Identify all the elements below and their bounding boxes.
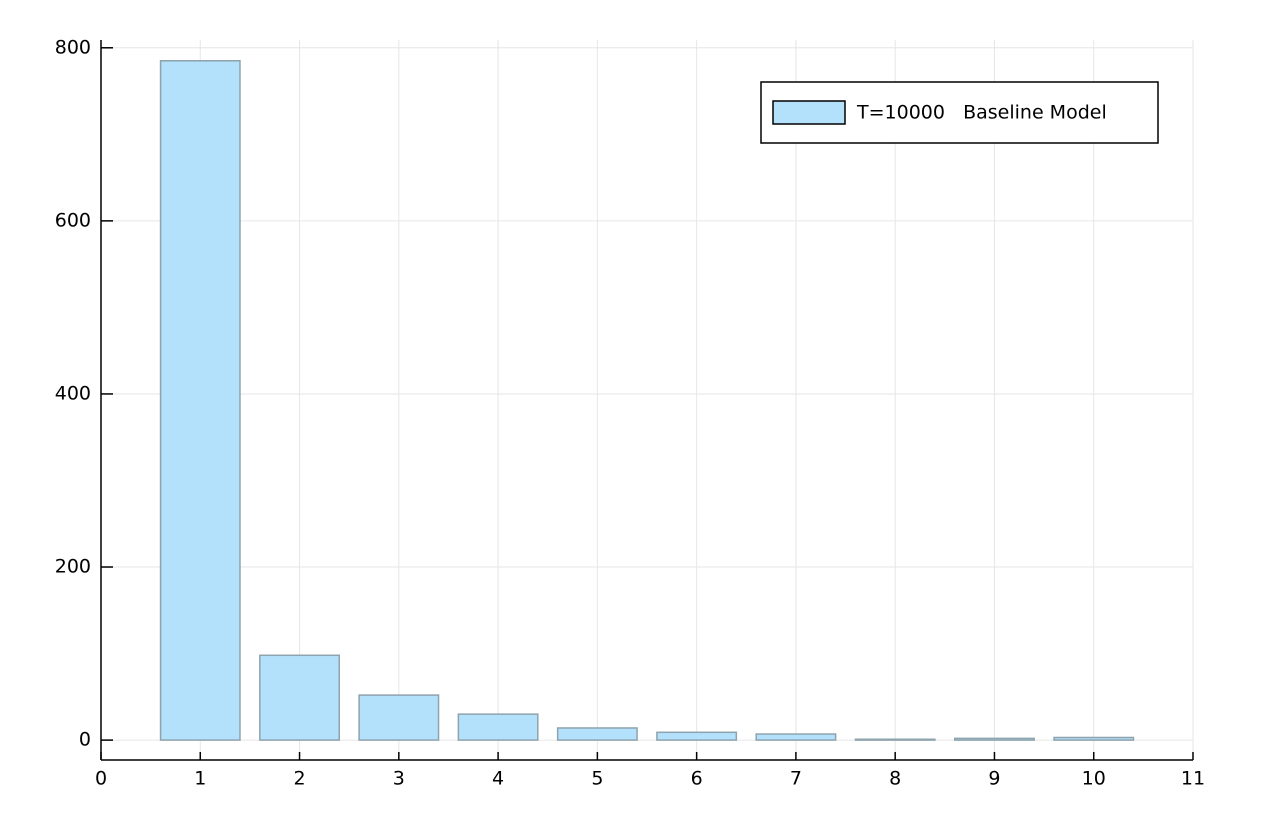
x-tick-label: 3 [393,768,405,790]
x-tick-label: 11 [1181,768,1205,790]
y-tick-label: 0 [79,729,91,751]
x-tick-label: 9 [988,768,1000,790]
bar [755,733,837,741]
x-tick-label: 7 [790,768,802,790]
x-tick-label: 6 [691,768,703,790]
bar [953,737,1035,741]
x-tick-label: 1 [194,768,206,790]
x-tick-label: 10 [1082,768,1106,790]
bar [1053,736,1135,741]
x-tick-label: 8 [889,768,901,790]
x-tick-label: 0 [95,768,107,790]
bar [358,694,440,741]
y-tick-label: 600 [55,209,91,231]
x-tick-label: 5 [591,768,603,790]
y-tick-label: 200 [55,556,91,578]
y-tick-label: 400 [55,382,91,404]
bar [457,713,539,741]
bar [556,727,638,741]
legend-label: T=10000 Baseline Model [856,102,1107,124]
bar [854,738,936,741]
bar [656,731,738,741]
legend-swatch [772,100,846,125]
bar [159,60,241,741]
y-tick-label: 800 [55,36,91,58]
x-tick-label: 2 [293,768,305,790]
bar [259,654,341,741]
x-tick-label: 4 [492,768,504,790]
